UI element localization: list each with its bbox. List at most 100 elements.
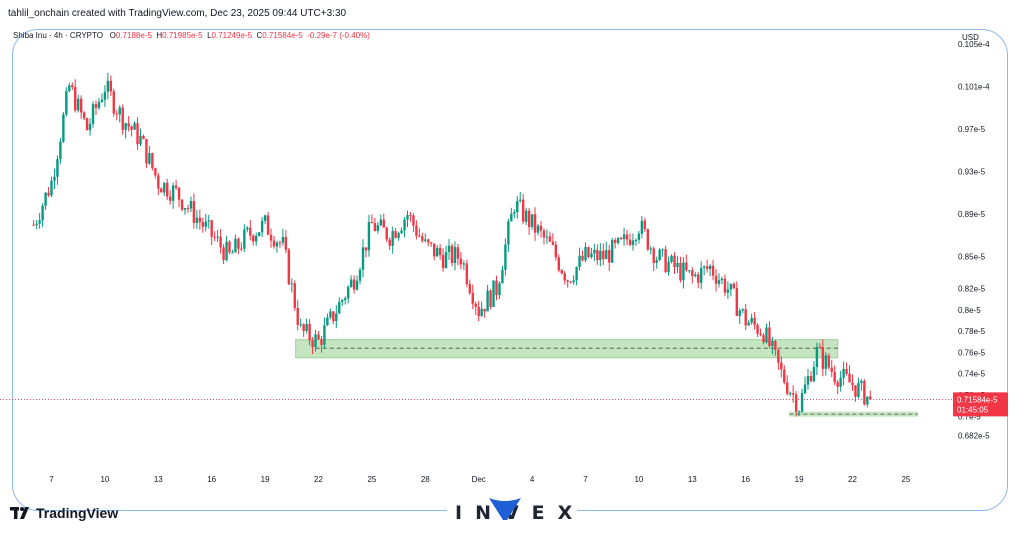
candle-down <box>85 118 89 131</box>
candle-down <box>136 123 139 145</box>
y-axis-tick-label: 0.8e-5 <box>958 306 981 315</box>
candle-up <box>622 234 626 240</box>
candle-up <box>702 266 706 268</box>
candle-down <box>430 242 433 244</box>
candle-down <box>522 199 525 222</box>
candle-down <box>269 234 273 241</box>
candle-up <box>361 247 365 270</box>
candle-up <box>611 240 614 263</box>
x-axis-tick-label: 4 <box>530 475 535 484</box>
candle-up <box>682 262 685 281</box>
candle-down <box>759 333 762 336</box>
y-axis-tick-label: 0.89e-5 <box>958 210 986 219</box>
candle-up <box>263 215 267 221</box>
candle-down <box>581 255 584 261</box>
candle-down <box>542 230 546 238</box>
candle-down <box>762 335 765 343</box>
candle-up <box>572 280 575 282</box>
candle-down <box>836 382 839 387</box>
candle-down <box>732 283 736 289</box>
candle-down <box>287 249 291 285</box>
x-axis-tick-label: 7 <box>583 475 588 484</box>
high-label: H <box>156 31 163 40</box>
candle-up <box>504 244 507 270</box>
candle-down <box>151 153 154 169</box>
candle-down <box>551 241 555 245</box>
invex-wordmark: INVEX <box>455 502 586 524</box>
candle-down <box>527 210 531 228</box>
candle-up <box>133 123 136 130</box>
candle-down <box>711 265 715 276</box>
candle-down <box>697 274 700 283</box>
y-axis-tick-label: 0.82e-5 <box>958 285 986 294</box>
candle-up <box>486 290 489 312</box>
candle-down <box>438 247 442 255</box>
candle-down <box>441 254 445 268</box>
candle-up <box>335 313 338 322</box>
candle-down <box>563 273 566 281</box>
candle-up <box>616 238 620 243</box>
candle-up <box>676 262 679 268</box>
x-axis-tick-label: 25 <box>901 475 910 484</box>
candle-up <box>741 309 744 311</box>
candle-up <box>803 384 807 394</box>
invex-v-icon <box>489 498 521 520</box>
candle-up <box>326 317 329 326</box>
candle-up <box>403 219 406 231</box>
candle-down <box>79 98 83 113</box>
candle-down <box>177 187 181 200</box>
symbol-info-line: Shiba Inu · 4h · CRYPTO O0.7188e-5 H0.71… <box>13 31 370 40</box>
y-axis-currency-label: USD <box>962 33 979 42</box>
candle-up <box>815 346 819 367</box>
candle-up <box>183 208 187 210</box>
y-axis-tick-label: 0.93e-5 <box>958 168 986 177</box>
open-value: 0.7188e-5 <box>115 31 152 40</box>
tradingview-logo-icon <box>10 507 29 519</box>
x-axis-tick-label: 28 <box>421 475 430 484</box>
candle-up <box>355 280 359 290</box>
candle-up <box>367 222 371 251</box>
candle-down <box>71 85 74 88</box>
candle-up <box>216 236 219 238</box>
close-label: C <box>256 31 263 40</box>
x-axis-tick-label: 19 <box>261 475 270 484</box>
candle-down <box>32 224 35 226</box>
candle-down <box>744 309 747 326</box>
candle-down <box>201 222 204 227</box>
candle-down <box>130 126 133 130</box>
candle-up <box>480 308 483 316</box>
candle-down <box>818 346 822 348</box>
candle-up <box>435 247 439 257</box>
y-axis-tick-label: 0.85e-5 <box>958 253 986 262</box>
candle-down <box>643 220 647 230</box>
candle-up <box>53 176 56 181</box>
candle-up <box>243 229 246 249</box>
last-price-tag <box>953 392 1008 417</box>
x-axis-tick-label: Dec <box>472 475 486 484</box>
candle-down <box>848 373 851 383</box>
candle-up <box>225 241 228 261</box>
candle-down <box>82 112 86 119</box>
candle-up <box>189 201 193 209</box>
candle-down <box>833 371 836 383</box>
candle-up <box>599 250 602 261</box>
candle-up <box>590 253 593 258</box>
x-axis-tick-label: 19 <box>795 475 804 484</box>
candle-up <box>771 341 774 346</box>
y-axis-tick-label: 0.101e-4 <box>958 82 990 91</box>
candle-down <box>691 270 694 277</box>
candle-down <box>127 123 130 127</box>
candle-down <box>272 240 276 247</box>
candle-down <box>308 323 311 341</box>
candle-down <box>373 223 377 231</box>
candle-up <box>519 199 522 201</box>
candle-up <box>424 239 427 241</box>
candle-down <box>266 215 270 235</box>
candle-down <box>311 340 314 348</box>
candle-down <box>673 255 676 268</box>
candle-down <box>477 306 480 316</box>
candle-up <box>839 377 842 387</box>
candle-up <box>400 230 403 234</box>
candle-down <box>863 380 866 405</box>
